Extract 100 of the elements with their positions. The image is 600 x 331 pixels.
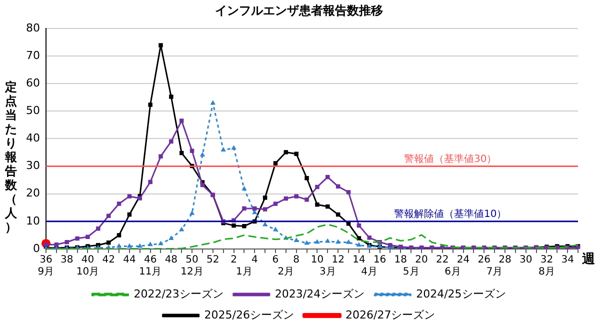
x-tick-label: 5月 — [402, 266, 420, 278]
point — [314, 239, 320, 244]
x-tick-label: 8 — [293, 254, 300, 266]
x-tick-label: 40 10月 — [76, 254, 100, 278]
point — [284, 150, 288, 154]
point — [158, 154, 163, 158]
point — [190, 148, 194, 153]
x-axis-title: 週 — [581, 252, 596, 267]
ref-line-label: 警報値（基準値30） — [404, 152, 497, 165]
point — [158, 240, 164, 246]
point — [116, 233, 122, 238]
y-tick-label: 60 — [26, 76, 40, 90]
point — [220, 147, 226, 152]
y-tick-label: 30 — [26, 159, 40, 172]
point — [326, 174, 330, 180]
point — [335, 239, 341, 244]
ref-line-label: 警報解除値（基準値10） — [394, 208, 507, 220]
x-tick-label: 1月 — [236, 266, 252, 278]
x-tick-label: 30 — [519, 254, 532, 266]
x-tick-label: 2 — [230, 254, 237, 266]
x-tick-label: 4 — [251, 254, 258, 266]
y-tick-label: 70 — [26, 48, 40, 62]
point — [356, 236, 362, 240]
point — [127, 194, 132, 198]
x-tick-label: 50 12月 — [180, 254, 204, 278]
point — [294, 152, 298, 156]
point — [148, 180, 152, 184]
x-tick-label: 4月 — [361, 266, 378, 278]
point — [168, 236, 174, 240]
legend-label: 2025/26シーズン — [204, 308, 294, 322]
point — [148, 102, 152, 107]
x-tick-label: 44 — [123, 254, 136, 266]
y-tick-label: 80 — [26, 21, 40, 34]
point — [273, 161, 278, 166]
point — [189, 210, 195, 215]
point — [346, 239, 352, 244]
y-tick-label: 50 — [26, 104, 40, 117]
point — [200, 152, 206, 156]
x-tick-label: 46 11月 — [138, 254, 162, 278]
x-tick-label: 34 — [561, 254, 574, 266]
point — [86, 234, 90, 239]
point — [242, 224, 246, 228]
point — [158, 43, 163, 48]
point — [75, 236, 80, 241]
legend-label: 2022/23シーズン — [134, 287, 224, 300]
point — [169, 139, 174, 144]
x-tick-label: 38 — [60, 254, 74, 266]
point — [326, 204, 330, 209]
point — [367, 236, 372, 240]
x-tick-label: 7月 — [486, 266, 503, 278]
x-tick-label: 32 8月 — [538, 254, 555, 278]
x-tick-label: 22 — [436, 254, 449, 266]
x-tick-label: 26 — [478, 254, 490, 266]
point — [106, 240, 111, 245]
point — [148, 242, 153, 246]
point — [210, 100, 216, 105]
y-tick-label: 40 — [26, 132, 40, 145]
x-tick-label: 6月 — [444, 266, 462, 278]
legend-label: 2026/27シーズン — [346, 308, 436, 322]
y-tick-label: 10 — [26, 214, 40, 228]
point — [273, 202, 278, 206]
x-tick-label: 6 — [272, 254, 279, 266]
legend-label: 2024/25シーズン — [416, 287, 506, 300]
point — [138, 196, 142, 200]
y-tick-label: 0 — [32, 242, 40, 255]
point — [294, 237, 299, 242]
point — [304, 198, 309, 202]
point — [315, 202, 320, 207]
x-tick-label: 3月 — [319, 266, 336, 278]
point — [64, 240, 69, 244]
point — [272, 226, 278, 232]
x-tick-label: 52 — [206, 254, 220, 266]
point — [231, 145, 236, 150]
point — [242, 206, 246, 211]
x-tick-label: 36 9月 — [38, 254, 54, 278]
chart-title: インフルエンザ患者報告数推移 — [215, 3, 383, 18]
y-tick-label: 20 — [26, 186, 40, 200]
x-tick-label: 16 — [373, 254, 386, 266]
text: 定点当たり報告数（人） — [5, 80, 17, 234]
point — [304, 176, 309, 180]
x-tick-label: 14 — [352, 254, 366, 266]
point — [262, 207, 268, 212]
point — [169, 94, 174, 99]
x-tick-label: 42 — [102, 254, 115, 266]
x-tick-label: 18 — [394, 254, 408, 266]
x-tick-label: 48 — [164, 254, 178, 266]
point — [315, 184, 320, 190]
x-tick-label: 20 — [415, 254, 428, 266]
x-tick-label: 24 — [456, 254, 470, 266]
point — [346, 190, 351, 194]
x-tick-label: 28 — [498, 254, 512, 266]
point — [294, 194, 298, 198]
point — [179, 118, 184, 123]
x-tick-label: 12 — [332, 254, 344, 266]
legend-label: 2023/24シーズン — [274, 287, 365, 300]
x-tick-label: 2月 — [278, 266, 294, 278]
point — [356, 242, 362, 247]
point — [262, 196, 268, 200]
point — [242, 186, 247, 190]
point — [325, 238, 330, 243]
